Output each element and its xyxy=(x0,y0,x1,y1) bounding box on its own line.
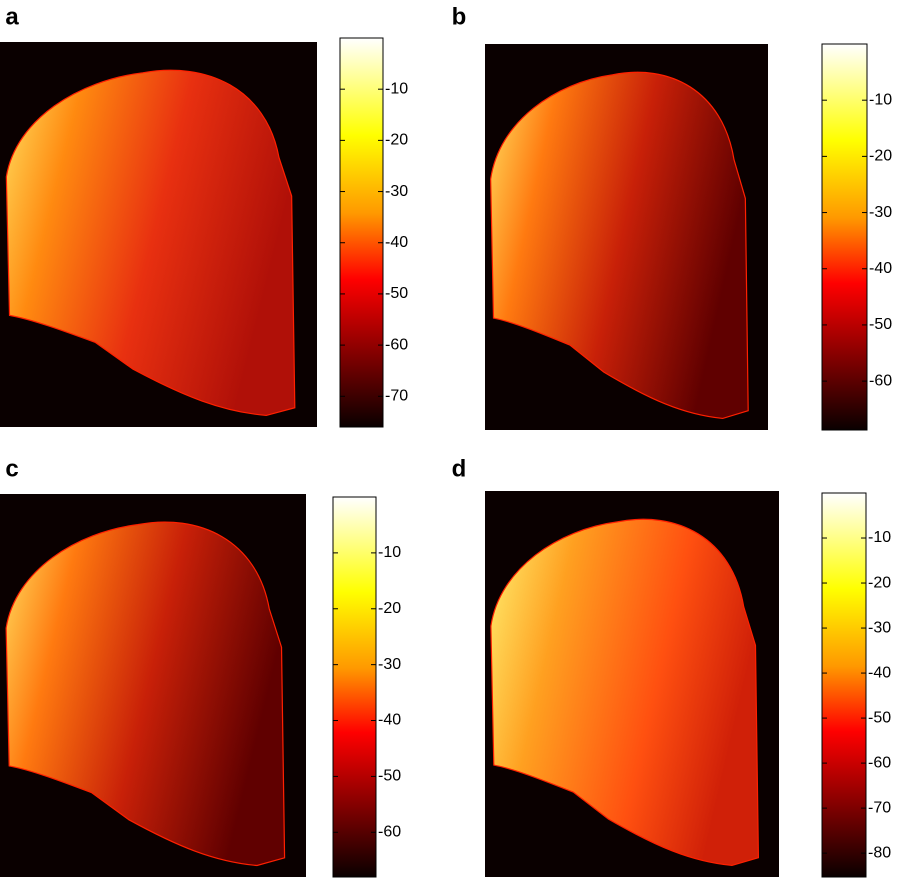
colorbar-tick-label: -50 xyxy=(869,316,892,333)
image-map xyxy=(491,519,759,865)
colorbar xyxy=(821,492,867,878)
colorbar-tick-label: -60 xyxy=(868,754,891,771)
image-map xyxy=(491,72,749,418)
tissue-region xyxy=(491,72,749,418)
colorbar xyxy=(339,37,384,428)
colorbar-tick-label: -10 xyxy=(869,91,892,108)
colorbar-tick-label: -60 xyxy=(378,824,401,841)
image-map xyxy=(6,522,284,865)
colorbar-tick-label: -30 xyxy=(868,619,891,636)
colorbar-tick-label: -20 xyxy=(378,600,401,617)
colorbar-tick-label: -10 xyxy=(378,544,401,561)
panel-label: b xyxy=(452,3,467,30)
panel-label: d xyxy=(452,455,467,482)
colorbar-tick-label: -50 xyxy=(868,709,891,726)
colorbar-tick-label: -50 xyxy=(378,768,401,785)
panel-label: c xyxy=(5,455,18,482)
colorbar-tick-label: -40 xyxy=(869,260,892,277)
colorbar-tick-label: -40 xyxy=(378,712,401,729)
colorbar xyxy=(332,496,377,878)
colorbar-tick-label: -70 xyxy=(868,799,891,816)
tissue-region xyxy=(491,519,759,865)
tissue-region xyxy=(6,522,284,865)
colorbar-tick-label: -20 xyxy=(385,132,408,149)
colorbar-tick-label: -80 xyxy=(868,844,891,861)
panel-label: a xyxy=(5,3,19,30)
colorbar-tick-label: -30 xyxy=(869,204,892,221)
colorbar-tick-label: -70 xyxy=(385,388,408,405)
colorbar-tick-label: -10 xyxy=(385,80,408,97)
colorbar-tick-label: -30 xyxy=(378,656,401,673)
colorbar-tick-label: -20 xyxy=(868,574,891,591)
colorbar xyxy=(821,43,868,431)
colorbar-tick-label: -20 xyxy=(869,148,892,165)
colorbar-tick-label: -30 xyxy=(385,183,408,200)
colorbar-tick-label: -60 xyxy=(869,372,892,389)
tissue-region xyxy=(6,70,294,415)
colorbar-tick-label: -50 xyxy=(385,285,408,302)
colorbar-tick-label: -40 xyxy=(868,664,891,681)
colorbar-tick-label: -10 xyxy=(868,529,891,546)
image-map xyxy=(6,70,294,415)
colorbar-tick-label: -40 xyxy=(385,234,408,251)
colorbar-tick-label: -60 xyxy=(385,336,408,353)
